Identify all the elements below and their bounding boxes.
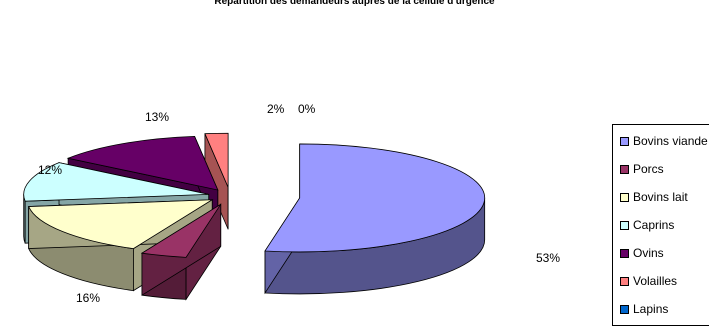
legend-label: Volailles: [633, 274, 678, 288]
data-label-bovins-viande: 53%: [536, 251, 560, 265]
legend: Bovins viande Porcs Bovins lait Caprins …: [612, 124, 709, 326]
legend-item-lapins: Lapins: [620, 299, 668, 319]
legend-label: Caprins: [633, 218, 675, 232]
pie-chart: 53% 16% 12% 13% 2% 0%: [23, 102, 560, 305]
pie-slice-bovins-viande: [264, 143, 486, 295]
data-label-volailles: 2%: [267, 102, 285, 116]
legend-label: Bovins viande: [633, 134, 708, 148]
data-label-caprins: 12%: [38, 163, 62, 177]
legend-swatch: [620, 192, 629, 202]
data-label-bovins-lait: 16%: [76, 291, 100, 305]
legend-item-caprins: Caprins: [620, 215, 674, 235]
pie-slice-volailles: [204, 132, 229, 230]
legend-item-ovins: Ovins: [620, 243, 664, 263]
data-label-ovins: 13%: [145, 110, 169, 124]
legend-swatch: [620, 276, 629, 286]
legend-swatch: [620, 304, 629, 314]
legend-item-volailles: Volailles: [620, 271, 677, 291]
data-label-lapins: 0%: [298, 102, 316, 116]
pie-slice-porcs: [140, 202, 222, 301]
legend-label: Bovins lait: [633, 190, 688, 204]
legend-item-porcs: Porcs: [620, 159, 664, 179]
legend-swatch: [620, 220, 629, 230]
legend-label: Ovins: [633, 246, 664, 260]
legend-swatch: [620, 136, 629, 146]
legend-label: Porcs: [633, 162, 664, 176]
legend-swatch: [620, 248, 629, 258]
chart-title: Répartition des demandeurs auprès de la …: [214, 0, 495, 7]
legend-swatch: [620, 164, 629, 174]
legend-label: Lapins: [633, 302, 669, 316]
legend-item-bovins-viande: Bovins viande: [620, 131, 708, 151]
legend-item-bovins-lait: Bovins lait: [620, 187, 688, 207]
